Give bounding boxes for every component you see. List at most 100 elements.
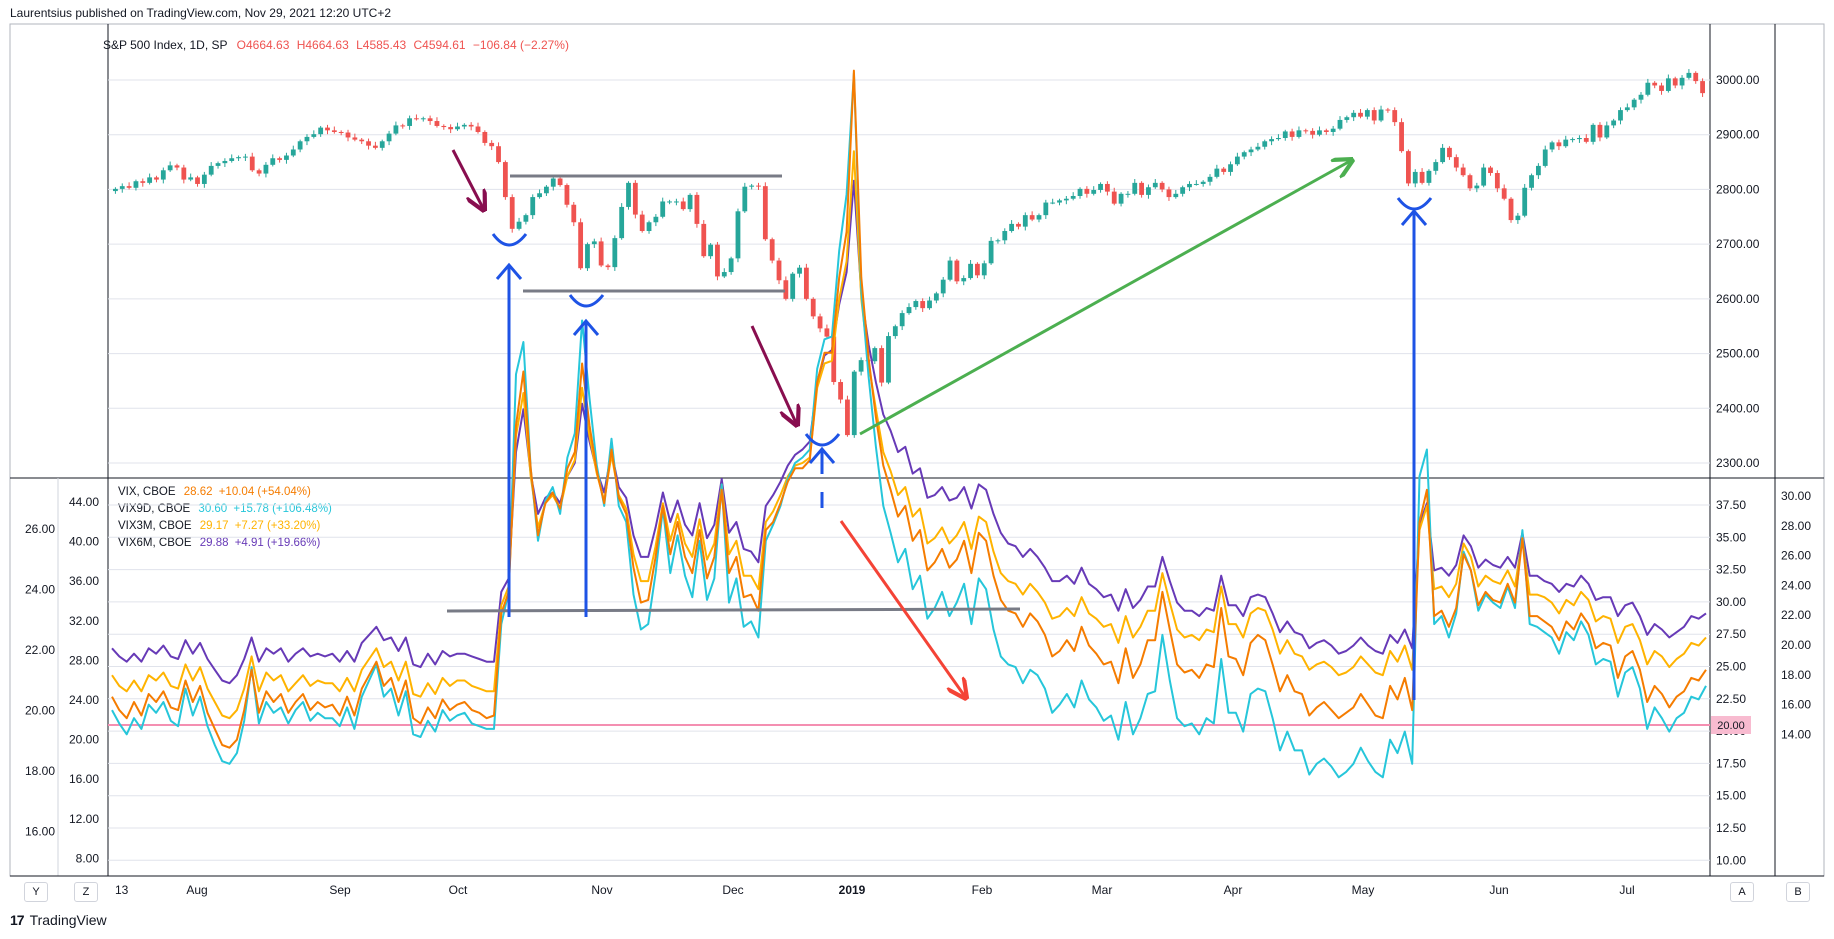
- candle-body: [803, 267, 809, 299]
- vix6m-line: [111, 179, 1707, 685]
- candle-body: [188, 177, 194, 180]
- legend-vix3m[interactable]: VIX3M, CBOE 29.17 +7.27 (+33.20%): [118, 520, 320, 532]
- legend-vix3m-name: VIX3M, CBOE: [118, 520, 192, 532]
- candle-body: [1221, 168, 1227, 172]
- vix-tick-label: 20.00: [1716, 724, 1746, 738]
- candle-body: [1433, 162, 1439, 171]
- candle-body: [995, 240, 1001, 242]
- candle-body: [434, 121, 440, 126]
- vix-tick-label: 22.00: [1781, 608, 1811, 622]
- time-tick-label: Aug: [186, 883, 207, 897]
- candle-body: [585, 244, 590, 269]
- candle-body: [851, 371, 857, 436]
- candle-body: [694, 194, 700, 224]
- time-tick-label: Jul: [1619, 883, 1634, 897]
- candle-body: [913, 301, 919, 308]
- legend-vix9d-name: VIX9D, CBOE: [118, 503, 191, 515]
- candle-body: [1077, 188, 1083, 196]
- candle-body: [311, 134, 317, 137]
- candle-body: [297, 141, 303, 150]
- candle-body: [1542, 149, 1548, 166]
- candle-body: [1228, 164, 1233, 172]
- auto-scale-button[interactable]: A: [1730, 882, 1754, 902]
- candle-body: [325, 127, 330, 131]
- legend-vix9d[interactable]: VIX9D, CBOE 30.60 +15.78 (+106.48%): [118, 503, 332, 515]
- candle-body: [1364, 110, 1370, 117]
- candle-body: [667, 201, 672, 203]
- candle-body: [509, 197, 515, 229]
- scale-toggle-y-button[interactable]: Y: [24, 882, 48, 902]
- legend-vix6m[interactable]: VIX6M, CBOE 29.88 +4.91 (+19.66%): [118, 537, 320, 549]
- candle-body: [1118, 193, 1124, 204]
- candle-body: [735, 211, 741, 259]
- vix-tick-label: 20.00: [25, 704, 55, 718]
- candle-body: [113, 188, 118, 192]
- candle-body: [954, 260, 960, 282]
- candle-body: [632, 182, 638, 215]
- candle-body: [1296, 130, 1302, 137]
- candle-body: [1508, 198, 1514, 221]
- candle-body: [612, 238, 618, 268]
- candle-body: [229, 158, 235, 161]
- candle-body: [1009, 223, 1015, 232]
- candle-body: [1337, 119, 1343, 129]
- candle-body: [119, 186, 125, 189]
- candle-body: [797, 267, 802, 274]
- candle-body: [1036, 215, 1042, 220]
- candle-body: [1556, 142, 1562, 147]
- price-tick-label: 2900.00: [1716, 128, 1760, 142]
- candle-body: [865, 360, 871, 362]
- candle-body: [1624, 107, 1630, 111]
- candle-body: [1453, 157, 1459, 168]
- legend-vix3m-change: +7.27 (+33.20%): [234, 520, 321, 532]
- vix-tick-label: 40.00: [69, 535, 99, 549]
- price-tick-label: 2600.00: [1716, 292, 1760, 306]
- scale-toggle-z-button[interactable]: Z: [74, 882, 98, 902]
- candle-body: [489, 142, 495, 147]
- vix-tick-label: 15.00: [1716, 789, 1746, 803]
- candle-body: [243, 156, 248, 158]
- candle-body: [1289, 131, 1295, 137]
- candle-body: [133, 181, 139, 188]
- candle-body: [1057, 200, 1062, 203]
- candle-body: [947, 260, 953, 280]
- candle-body: [1351, 112, 1357, 118]
- candle-body: [626, 182, 631, 207]
- candle-body: [1563, 139, 1569, 147]
- price-axis: 3000.00 2900.00 2800.00 2700.00 2600.00 2500.…: [108, 73, 1760, 470]
- candle-body: [140, 181, 146, 183]
- candle-body: [407, 118, 412, 126]
- legend-vix6m-change: +4.91 (+19.66%): [234, 537, 321, 549]
- candle-body: [1269, 139, 1274, 142]
- candle-body: [1611, 120, 1617, 126]
- main-symbol[interactable]: S&P 500 Index, 1D, SP: [103, 38, 228, 52]
- candle-body: [304, 136, 310, 142]
- candle-body: [208, 165, 214, 175]
- candle-body: [899, 313, 905, 327]
- candle-body: [1330, 128, 1336, 132]
- legend-vix9d-change: +15.78 (+106.48%): [233, 503, 332, 515]
- vix-tick-label: 24.00: [1781, 578, 1811, 592]
- ohlc-low: L4585.43: [356, 38, 407, 52]
- candle-body: [1091, 189, 1097, 194]
- candle-body: [1488, 167, 1493, 174]
- maroon-arrow-1: [451, 149, 484, 210]
- candle-body: [906, 307, 912, 314]
- candle-body: [879, 348, 885, 383]
- vix-tick-label: 27.50: [1716, 627, 1746, 641]
- candle-body: [715, 244, 720, 277]
- vix-tick-label: 24.00: [25, 583, 55, 597]
- candle-body: [872, 348, 878, 362]
- candle-body: [701, 223, 707, 257]
- vix3m-line: [111, 150, 1707, 720]
- legend-vix[interactable]: VIX, CBOE 28.62 +10.04 (+54.04%): [118, 486, 311, 498]
- candle-body: [1200, 181, 1206, 184]
- vix-tick-label: 32.00: [69, 614, 99, 628]
- scale-b-button[interactable]: B: [1786, 882, 1810, 902]
- candle-body: [448, 127, 454, 130]
- candle-body: [810, 298, 816, 317]
- vix-tick-label: 20.00: [69, 733, 99, 747]
- blue-arrowhead-3: [808, 446, 836, 464]
- candle-body: [1262, 141, 1268, 147]
